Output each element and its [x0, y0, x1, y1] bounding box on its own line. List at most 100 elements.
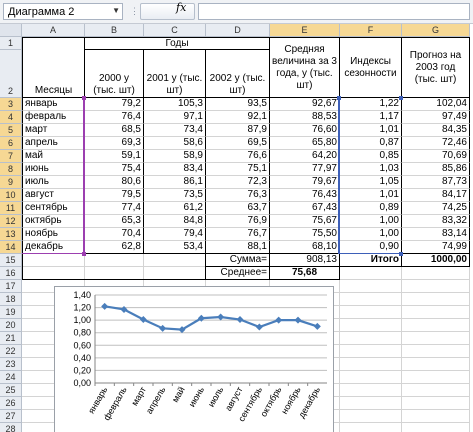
grid-cell[interactable] — [85, 254, 144, 267]
row-header-16[interactable]: 16 — [0, 267, 22, 280]
row-header-5[interactable]: 5 — [0, 124, 22, 137]
row-header-6[interactable]: 6 — [0, 137, 22, 150]
cell-month[interactable]: август — [22, 189, 85, 202]
cell-2001[interactable]: 58,9 — [144, 150, 206, 163]
row-header-7[interactable]: 7 — [0, 150, 22, 163]
grid-cell[interactable] — [340, 293, 402, 306]
cell-2002[interactable]: 76,6 — [206, 150, 270, 163]
name-box[interactable]: Диаграмма 2 ▼ — [3, 3, 123, 20]
header-average[interactable]: Средняя величина за 3 года, у (тыс. шт) — [270, 37, 340, 98]
cell-2000[interactable]: 77,4 — [85, 202, 144, 215]
cell-month[interactable]: январь — [22, 98, 85, 111]
cell-average[interactable]: 76,60 — [270, 124, 340, 137]
grid-cell[interactable] — [402, 397, 470, 410]
cell-2002[interactable]: 93,5 — [206, 98, 270, 111]
cell-forecast[interactable]: 83,14 — [402, 228, 470, 241]
grid-cell[interactable] — [22, 254, 85, 267]
cell-forecast[interactable]: 102,04 — [402, 98, 470, 111]
cell-2002[interactable]: 75,1 — [206, 163, 270, 176]
header-2000[interactable]: 2000 у (тыс. шт) — [85, 50, 144, 98]
cell-forecast[interactable]: 87,73 — [402, 176, 470, 189]
formula-input[interactable] — [198, 3, 470, 20]
grid-cell[interactable] — [340, 397, 402, 410]
insert-function-button[interactable]: fx — [176, 1, 187, 14]
cell-2001[interactable]: 84,8 — [144, 215, 206, 228]
cell-index[interactable]: 1,00 — [340, 228, 402, 241]
cell-index[interactable]: 1,00 — [340, 215, 402, 228]
column-header-g[interactable]: G — [402, 24, 470, 37]
row-header-9[interactable]: 9 — [0, 176, 22, 189]
cell-forecast[interactable]: 85,86 — [402, 163, 470, 176]
grid-cell[interactable] — [402, 358, 470, 371]
column-header-b[interactable]: B — [85, 24, 144, 37]
row-header-1[interactable]: 1 — [0, 37, 22, 50]
cell-2001[interactable]: 83,4 — [144, 163, 206, 176]
select-all-corner[interactable] — [0, 24, 22, 37]
grid-cell[interactable] — [402, 319, 470, 332]
cell-2000[interactable]: 69,3 — [85, 137, 144, 150]
cell-2002[interactable]: 87,9 — [206, 124, 270, 137]
cell-2002[interactable]: 76,7 — [206, 228, 270, 241]
cell-index[interactable]: 0,87 — [340, 137, 402, 150]
cell-month[interactable]: сентябрь — [22, 202, 85, 215]
cell-month[interactable]: ноябрь — [22, 228, 85, 241]
grid-cell[interactable] — [270, 423, 340, 432]
cell-forecast[interactable]: 74,25 — [402, 202, 470, 215]
cell-2000[interactable]: 76,4 — [85, 111, 144, 124]
row-header-21[interactable]: 21 — [0, 332, 22, 345]
cell-2000[interactable]: 70,4 — [85, 228, 144, 241]
seasonality-chart[interactable]: 0,00 0,20 0,40 0,60 0,80 1,00 1,20 1,40 январь фе… — [54, 286, 334, 432]
range-handle[interactable] — [399, 252, 403, 256]
cell-2001[interactable]: 73,5 — [144, 189, 206, 202]
row-header-22[interactable]: 22 — [0, 345, 22, 358]
cell-forecast[interactable]: 72,46 — [402, 137, 470, 150]
row-header-11[interactable]: 11 — [0, 202, 22, 215]
row-header-18[interactable]: 18 — [0, 293, 22, 306]
cell-month[interactable]: февраль — [22, 111, 85, 124]
cell-2000[interactable]: 59,1 — [85, 150, 144, 163]
cell-2000[interactable]: 80,6 — [85, 176, 144, 189]
cell-2002[interactable]: 88,1 — [206, 241, 270, 254]
grid-cell[interactable] — [402, 306, 470, 319]
grid-cell[interactable] — [402, 345, 470, 358]
cell-2001[interactable]: 97,1 — [144, 111, 206, 124]
cell-month[interactable]: июль — [22, 176, 85, 189]
column-header-a[interactable]: A — [22, 24, 85, 37]
grid-cell[interactable] — [340, 410, 402, 423]
grid-cell[interactable] — [340, 423, 402, 432]
header-2001[interactable]: 2001 у (тыс. шт) — [144, 50, 206, 98]
cell-2002[interactable]: 69,5 — [206, 137, 270, 150]
cell-average[interactable]: 92,67 — [270, 98, 340, 111]
grid-cell[interactable] — [340, 306, 402, 319]
cell-2000[interactable]: 79,5 — [85, 189, 144, 202]
grid-cell[interactable] — [402, 371, 470, 384]
header-2002[interactable]: 2002 у (тыс. шт) — [206, 50, 270, 98]
row-header-25[interactable]: 25 — [0, 384, 22, 397]
grid-cell[interactable] — [340, 280, 402, 293]
row-header-20[interactable]: 20 — [0, 319, 22, 332]
cell-month[interactable]: апрель — [22, 137, 85, 150]
grid-cell[interactable] — [340, 267, 402, 280]
cell-2001[interactable]: 79,4 — [144, 228, 206, 241]
cell-month[interactable]: май — [22, 150, 85, 163]
total-value[interactable]: 1000,00 — [402, 254, 470, 267]
cell-average[interactable]: 75,67 — [270, 215, 340, 228]
grid-cell[interactable] — [402, 280, 470, 293]
mean-label[interactable]: Среднее= — [206, 267, 270, 280]
row-header-13[interactable]: 13 — [0, 228, 22, 241]
cell-2001[interactable]: 105,3 — [144, 98, 206, 111]
row-header-17[interactable]: 17 — [0, 280, 22, 293]
cell-2000[interactable]: 65,3 — [85, 215, 144, 228]
cell-2001[interactable]: 61,2 — [144, 202, 206, 215]
cell-average[interactable]: 76,43 — [270, 189, 340, 202]
cell-index[interactable]: 1,05 — [340, 176, 402, 189]
range-handle[interactable] — [337, 96, 341, 100]
row-header-27[interactable]: 27 — [0, 410, 22, 423]
cell-index[interactable]: 1,01 — [340, 189, 402, 202]
cell-2002[interactable]: 72,3 — [206, 176, 270, 189]
mean-value[interactable]: 75,68 — [270, 267, 340, 280]
grid-cell[interactable] — [402, 267, 470, 280]
cell-forecast[interactable]: 84,35 — [402, 124, 470, 137]
total-label[interactable]: Итого — [340, 254, 402, 267]
cell-2002[interactable]: 76,3 — [206, 189, 270, 202]
